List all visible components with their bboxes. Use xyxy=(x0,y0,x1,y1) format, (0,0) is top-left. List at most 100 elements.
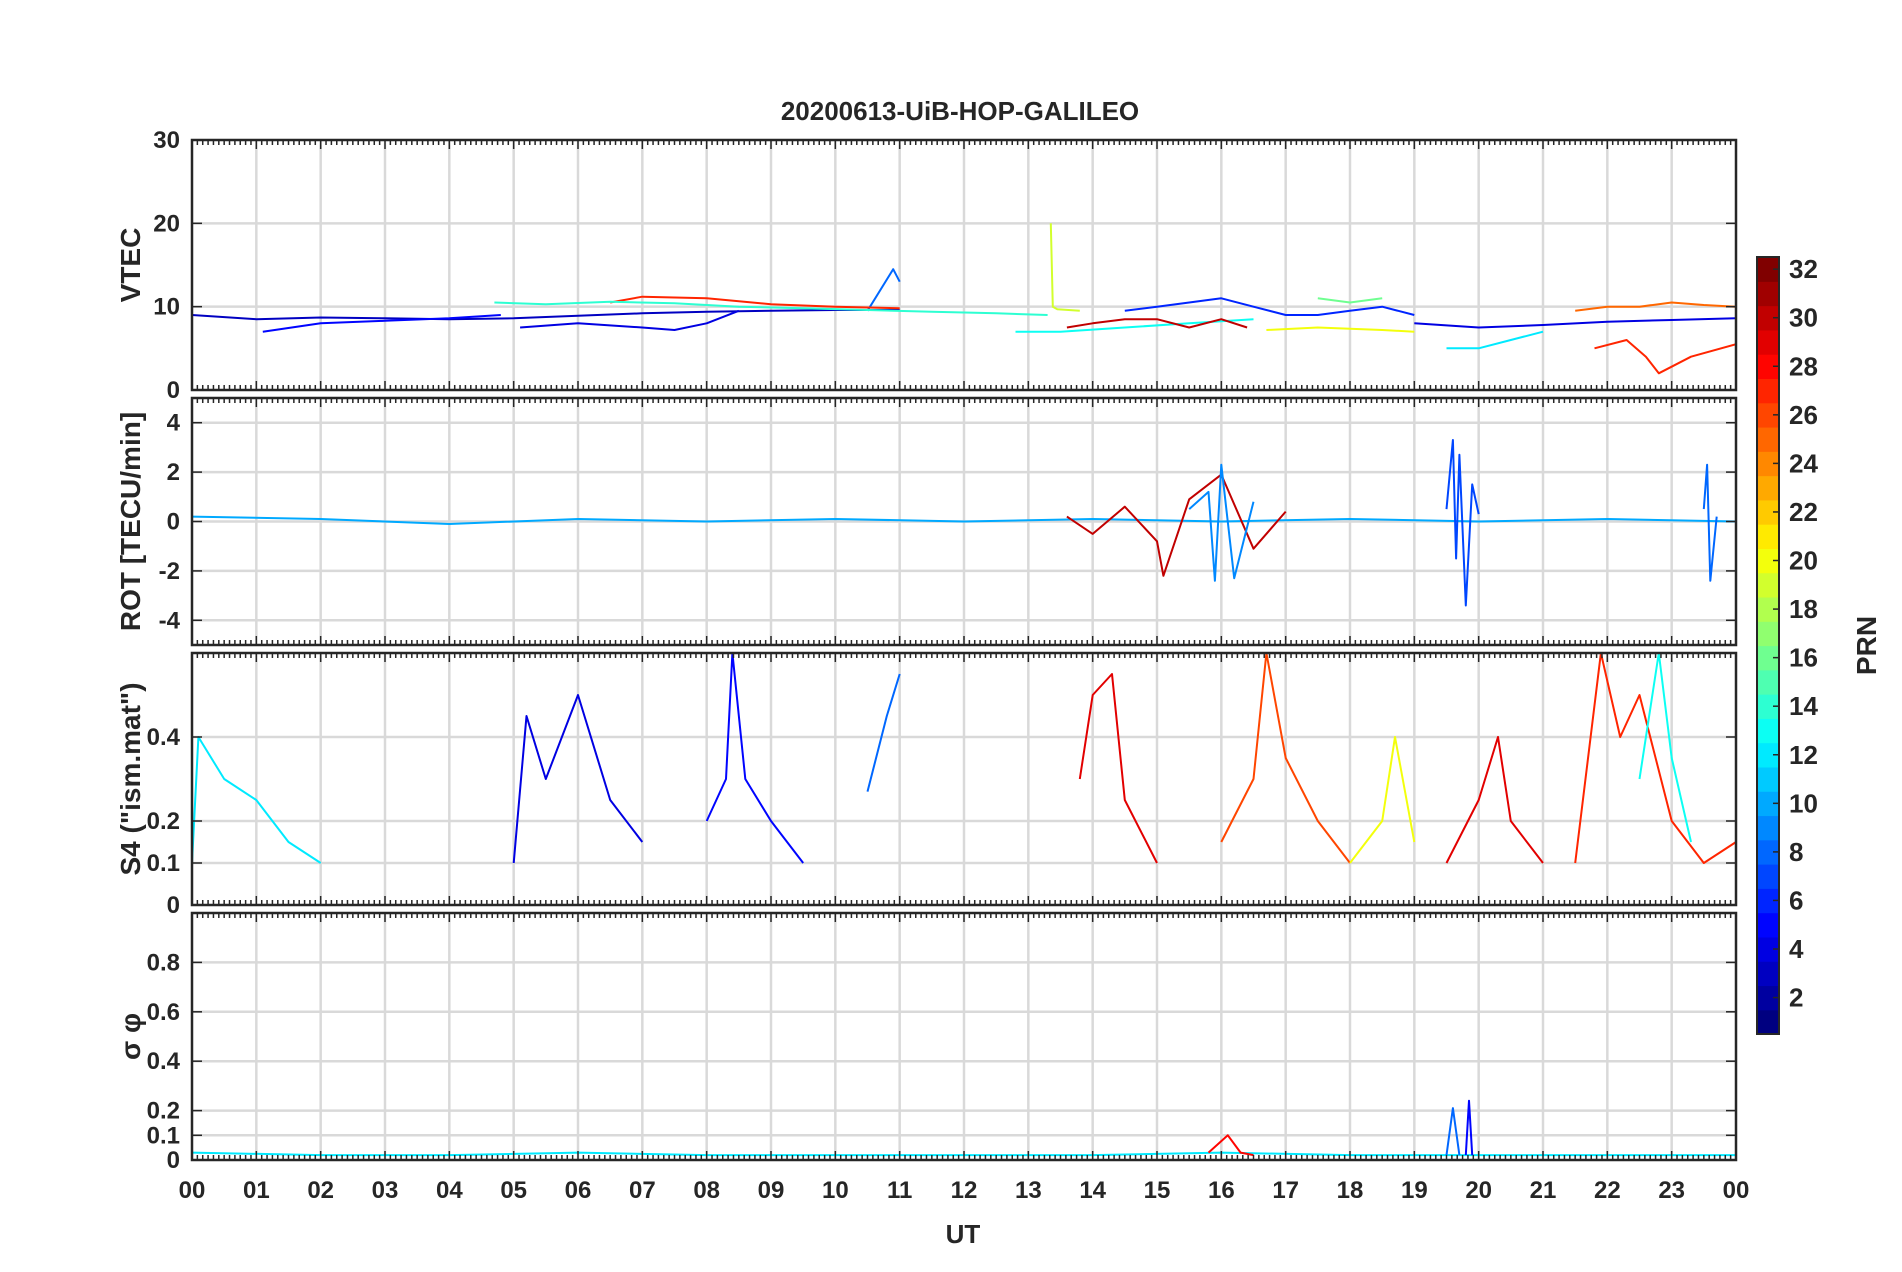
colorbar-segment xyxy=(1757,791,1779,817)
x-tick-label: 10 xyxy=(822,1177,849,1204)
colorbar-segment xyxy=(1757,572,1779,598)
x-tick-label: 13 xyxy=(1015,1177,1042,1204)
y-tick-label: 0 xyxy=(167,892,180,919)
series-line-prn-30 xyxy=(1066,473,1287,577)
panel-frame xyxy=(190,651,1738,907)
series-line-prn-14 xyxy=(494,300,1048,316)
series-line-prn-3 xyxy=(192,309,900,321)
y-tick-label: 0.4 xyxy=(147,724,181,751)
colorbar-segment xyxy=(1757,888,1779,914)
y-tick-label: 0.6 xyxy=(147,999,180,1026)
colorbar-tick-label: 8 xyxy=(1789,837,1803,867)
series-line-prn-5 xyxy=(1464,1099,1474,1156)
x-tick-label: 07 xyxy=(629,1177,656,1204)
colorbar-segment xyxy=(1757,426,1779,452)
colorbar-label: PRN xyxy=(1851,616,1882,675)
y-tick-label: 0.4 xyxy=(147,1048,181,1075)
y-axis-label-rot: ROT [TECU/min] xyxy=(115,412,146,631)
y-tick-label: -4 xyxy=(159,607,181,634)
colorbar-tick-label: 10 xyxy=(1789,788,1818,818)
x-tick-label: 20 xyxy=(1465,1177,1492,1204)
series-line-prn-28 xyxy=(1207,1134,1254,1157)
colorbar-tick-label: 24 xyxy=(1789,448,1818,478)
series-line-prn-12 xyxy=(1446,330,1544,350)
x-tick-label: 00 xyxy=(1723,1177,1750,1204)
x-tick-label: 05 xyxy=(500,1177,527,1204)
colorbar-segment xyxy=(1757,961,1779,987)
colorbar-segment xyxy=(1757,645,1779,671)
colorbar-segment xyxy=(1757,766,1779,792)
x-tick-label: 19 xyxy=(1401,1177,1428,1204)
series-line-prn-12 xyxy=(192,736,322,864)
y-axis-label-s4: S4 ("ism.mat") xyxy=(115,682,146,875)
x-tick-label: 09 xyxy=(758,1177,785,1204)
colorbar-segment xyxy=(1757,451,1779,477)
x-tick-label: 08 xyxy=(693,1177,720,1204)
series-line-prn-6 xyxy=(1124,297,1415,316)
colorbar-tick-label: 18 xyxy=(1789,594,1818,624)
colorbar-segment xyxy=(1757,669,1779,695)
series-line-prn-25 xyxy=(1575,301,1736,312)
series-line-prn-10 xyxy=(192,515,1736,525)
x-tick-label: 02 xyxy=(307,1177,334,1204)
colorbar-segment xyxy=(1757,985,1779,1011)
series-line-prn-20 xyxy=(1349,736,1416,864)
colorbar-tick-label: 14 xyxy=(1789,691,1818,721)
colorbar-segment xyxy=(1757,621,1779,647)
x-tick-label: 18 xyxy=(1337,1177,1364,1204)
y-tick-label: -2 xyxy=(159,558,180,585)
x-tick-label: 22 xyxy=(1594,1177,1621,1204)
y-tick-label: 0.1 xyxy=(147,1122,180,1149)
series-line-prn-30 xyxy=(1066,318,1248,329)
colorbar-segment xyxy=(1757,257,1779,282)
y-tick-label: 4 xyxy=(167,410,181,437)
colorbar-segment xyxy=(1757,402,1779,428)
series-group xyxy=(192,439,1736,607)
colorbar-segment xyxy=(1757,936,1779,962)
colorbar-segment xyxy=(1757,378,1779,404)
colorbar-tick-label: 32 xyxy=(1789,254,1818,284)
series-line-prn-8 xyxy=(1445,1107,1461,1156)
colorbar-tick-label: 4 xyxy=(1789,934,1804,964)
colorbar-tick-label: 20 xyxy=(1789,546,1818,576)
y-tick-label: 0.2 xyxy=(147,1098,180,1125)
y-tick-label: 0 xyxy=(167,377,180,404)
y-tick-label: 0 xyxy=(167,509,180,536)
panel-vtec: 0 10 20 30 VTEC xyxy=(115,127,1738,404)
x-tick-label: 01 xyxy=(243,1177,270,1204)
colorbar-tick-label: 28 xyxy=(1789,351,1818,381)
series-line-prn-4 xyxy=(1414,317,1736,329)
colorbar-segment xyxy=(1757,329,1779,355)
colorbar-segment xyxy=(1757,1009,1779,1035)
x-tick-label: 15 xyxy=(1144,1177,1171,1204)
colorbar-frame xyxy=(1756,256,1780,1035)
panel-rot: -4 -2 0 2 4 ROT [TECU/min] xyxy=(115,396,1738,647)
y-axis-label-sigma: σ φ xyxy=(115,1013,146,1060)
series-line-prn-7 xyxy=(1445,439,1480,607)
series-line-prn-20 xyxy=(1266,326,1415,333)
y-tick-label: 0.8 xyxy=(147,949,180,976)
series-line-prn-27 xyxy=(1594,339,1736,375)
x-tick-label: 03 xyxy=(372,1177,399,1204)
series-line-prn-4 xyxy=(520,309,740,331)
colorbar-segment xyxy=(1757,864,1779,889)
panel-s4: 0 0.1 0.2 0.4S4 ("ism.mat") xyxy=(115,651,1738,919)
y-tick-label: 20 xyxy=(153,210,180,237)
colorbar-segment xyxy=(1757,839,1779,865)
colorbar-tick-label: 30 xyxy=(1789,303,1818,333)
colorbar-segment xyxy=(1757,281,1779,307)
series-group xyxy=(192,223,1736,375)
colorbar-segment xyxy=(1757,694,1779,719)
series-line-prn-27 xyxy=(610,295,900,310)
colorbar-segment xyxy=(1757,718,1779,744)
series-line-prn-5 xyxy=(705,653,804,864)
y-tick-label: 0 xyxy=(167,1147,180,1174)
y-tick-label: 30 xyxy=(153,127,180,154)
series-line-prn-5 xyxy=(262,314,501,333)
colorbar-tick-label: 2 xyxy=(1789,983,1803,1013)
series-line-prn-16 xyxy=(1317,297,1383,304)
x-tick-label: 00 xyxy=(179,1177,206,1204)
